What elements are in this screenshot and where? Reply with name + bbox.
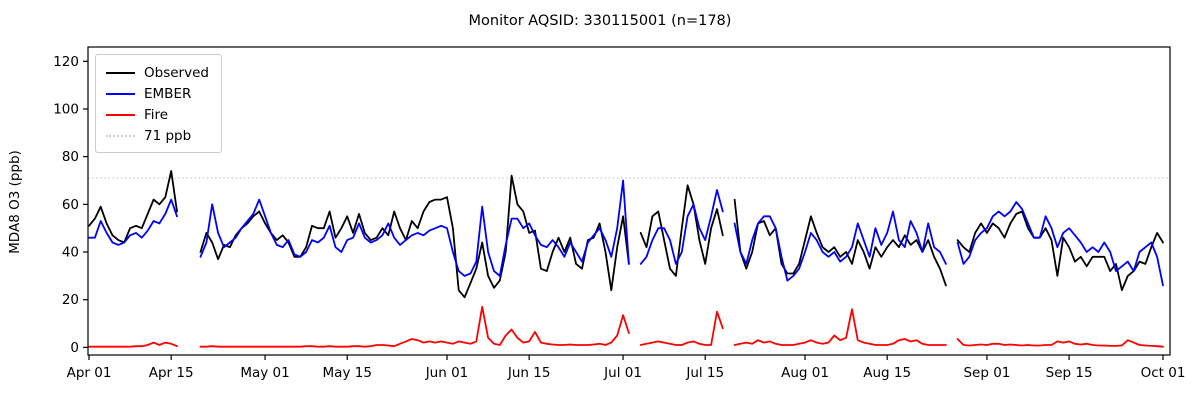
y-tick-label: 60	[62, 197, 79, 213]
y-tick-label: 80	[62, 149, 79, 165]
x-tick-label: Jul 01	[603, 365, 642, 381]
x-tick-label: Sep 01	[963, 365, 1010, 381]
ember-series-line	[88, 179, 1164, 287]
legend-line-sample	[106, 134, 135, 137]
legend-line-sample	[106, 71, 135, 74]
legend-item-fire: Fire	[106, 104, 209, 125]
x-tick-label: Jul 15	[685, 365, 724, 381]
y-tick-label: 120	[53, 54, 79, 70]
y-tick-label: 20	[62, 292, 79, 308]
x-tick-label: Jun 01	[425, 365, 469, 381]
x-tick-label: May 01	[240, 365, 289, 381]
legend-item-71-ppb: 71 ppb	[106, 125, 209, 146]
observed-series-line	[88, 170, 1164, 299]
x-tick-label: Aug 15	[863, 365, 911, 381]
y-axis-label: MDA8 O3 (ppb)	[7, 150, 23, 254]
legend-line-sample	[106, 92, 135, 95]
legend-item-ember: EMBER	[106, 83, 209, 104]
y-tick-label: 40	[62, 245, 79, 261]
x-tick-label: Oct 01	[1141, 365, 1186, 381]
legend-label: Fire	[144, 106, 169, 123]
y-tick-label: 100	[53, 101, 79, 117]
x-tick-label: Aug 01	[781, 365, 829, 381]
legend-item-observed: Observed	[106, 62, 209, 83]
legend-label: 71 ppb	[144, 127, 192, 144]
fire-series-line	[88, 305, 1164, 348]
x-tick-label: Jun 15	[507, 365, 551, 381]
axes-spines	[87, 46, 1171, 356]
x-tick-label: Sep 15	[1046, 365, 1093, 381]
legend-line-sample	[106, 113, 135, 116]
legend-label: Observed	[144, 64, 209, 81]
legend-label: EMBER	[144, 85, 192, 102]
x-tick-label: Apr 01	[67, 365, 112, 381]
legend: Observed EMBER Fire 71 ppb	[95, 54, 222, 153]
x-tick-label: Apr 15	[149, 365, 194, 381]
y-tick-label: 0	[70, 340, 79, 356]
x-tick-label: May 15	[323, 365, 372, 381]
chart-title: Monitor AQSID: 330115001 (n=178)	[468, 13, 732, 29]
